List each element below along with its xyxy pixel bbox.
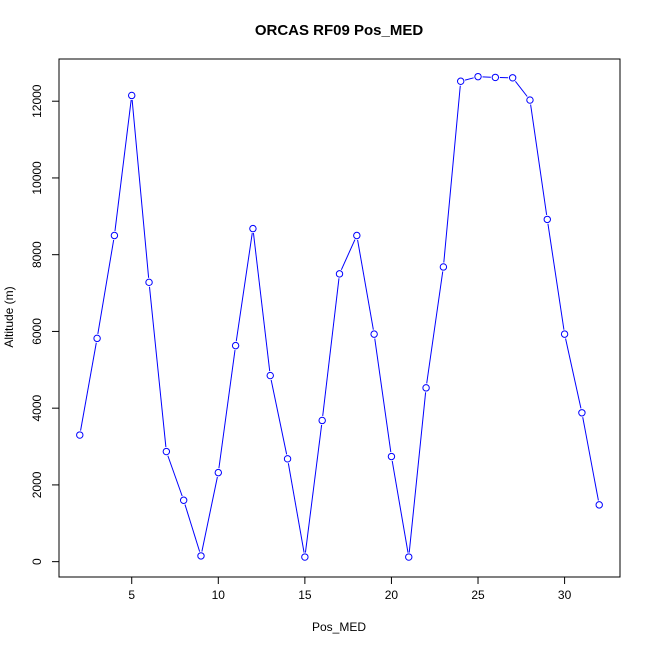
data-point — [335, 270, 344, 278]
x-tick-label: 20 — [385, 588, 399, 602]
data-point — [508, 74, 517, 82]
data-point — [197, 552, 205, 560]
data-point — [110, 231, 119, 240]
series-line-segment — [530, 104, 548, 216]
series-line-segment — [426, 271, 444, 384]
series-line-segment — [287, 463, 305, 553]
series-line-segment — [322, 278, 340, 417]
data-point — [370, 330, 378, 338]
series-line-segment — [340, 239, 356, 270]
chart-title: ORCAS RF09 Pos_MED — [255, 22, 424, 39]
x-tick-label: 30 — [558, 588, 572, 602]
data-point — [405, 553, 413, 561]
data-point — [595, 501, 603, 509]
x-tick-label: 25 — [471, 588, 485, 602]
x-tick-label: 15 — [298, 588, 312, 602]
data-point — [214, 468, 222, 477]
series-line-segment — [374, 338, 392, 453]
data-point — [422, 384, 430, 392]
data-point — [266, 371, 274, 380]
data-point — [179, 496, 188, 504]
y-tick-label: 4000 — [30, 395, 44, 422]
series-line-segment — [565, 338, 582, 409]
series-line-segment — [131, 99, 150, 278]
data-point — [353, 231, 361, 240]
data-point — [128, 91, 136, 100]
data-point — [145, 278, 153, 287]
series-line-segment — [270, 379, 288, 455]
x-axis-label: Pos_MED — [312, 620, 366, 634]
series-line-segment — [547, 223, 565, 330]
series-line-segment — [464, 77, 474, 81]
series-line-segment — [408, 392, 427, 553]
y-tick-label: 8000 — [30, 241, 44, 268]
data-point — [526, 96, 534, 104]
x-axis: 5 10 15 20 25 30 — [128, 576, 572, 602]
data-point — [318, 416, 326, 425]
series-line-segment — [97, 239, 115, 334]
series-line-segment — [252, 233, 271, 372]
series-layer — [76, 72, 603, 561]
data-point — [249, 224, 257, 233]
data-point — [162, 447, 171, 456]
data-point — [491, 73, 500, 82]
series-line-segment — [515, 81, 528, 97]
y-tick-label: 0 — [30, 558, 44, 565]
data-point — [301, 553, 309, 561]
data-point — [543, 215, 551, 224]
y-axis-label: Altitude (m) — [2, 286, 16, 347]
data-point — [474, 72, 482, 81]
series-line-segment — [167, 455, 183, 497]
data-point — [76, 431, 84, 439]
series-line-segment — [184, 504, 201, 552]
series-line-segment — [114, 99, 132, 232]
x-tick-label: 10 — [212, 588, 226, 602]
data-point — [457, 77, 465, 85]
series-line-segment — [304, 424, 323, 553]
series-line-segment — [357, 239, 374, 330]
y-tick-label: 6000 — [30, 318, 44, 345]
data-point — [560, 330, 569, 338]
y-tick-label: 2000 — [30, 471, 44, 498]
data-point — [387, 452, 396, 461]
series-line-segment — [443, 85, 461, 263]
data-point — [578, 409, 586, 417]
series-line-segment — [201, 476, 218, 552]
y-tick-label: 12000 — [30, 84, 44, 118]
series-line-segment — [148, 286, 167, 448]
series-line-segment — [582, 417, 599, 501]
series-line-segment — [80, 342, 97, 431]
data-point — [231, 341, 240, 350]
series-line-segment — [218, 350, 236, 469]
x-tick-label: 5 — [128, 588, 135, 602]
data-point — [93, 334, 101, 343]
data-point — [439, 263, 448, 271]
y-axis: 0 2000 4000 6000 8000 10000 12000 — [30, 84, 60, 565]
series-line-segment — [235, 232, 253, 342]
y-tick-label: 10000 — [30, 161, 44, 195]
data-point — [283, 455, 292, 463]
series-line-segment — [391, 460, 409, 553]
